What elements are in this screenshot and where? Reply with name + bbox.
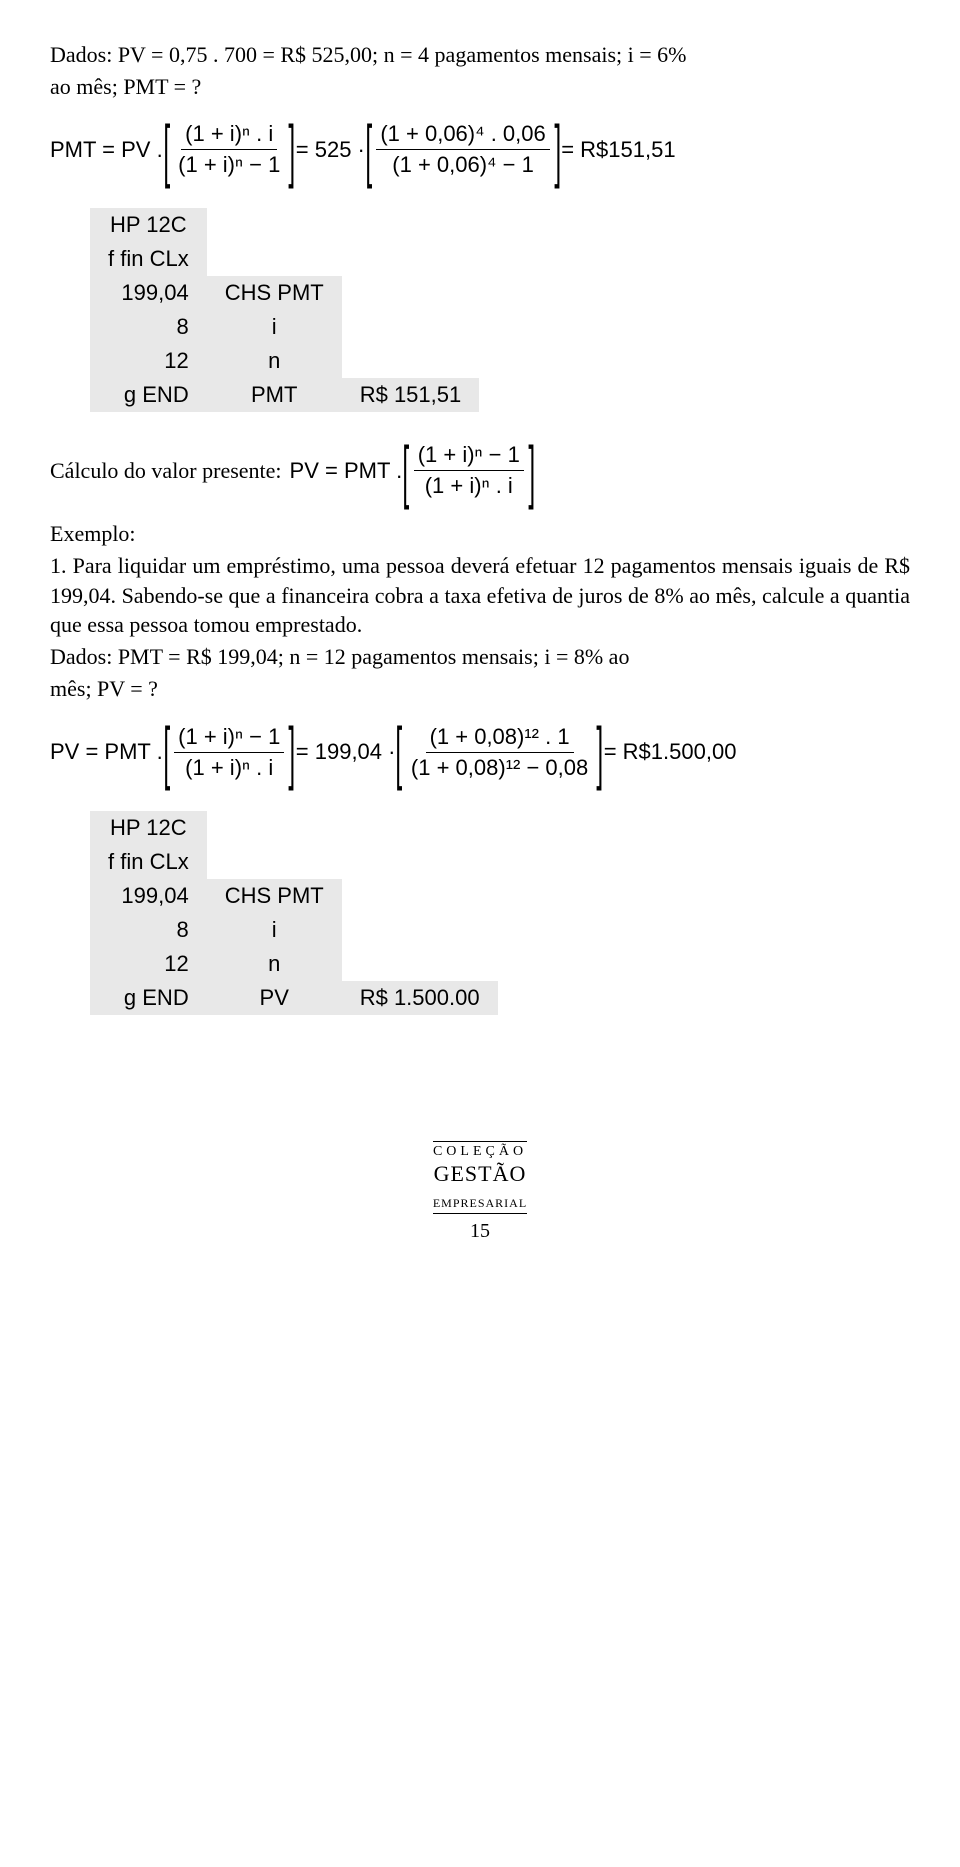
formula2-num2: (1 + 0,08)¹² . 1 xyxy=(426,724,574,753)
table-row: PMT xyxy=(207,378,342,412)
formula1-num1: (1 + i)ⁿ . i xyxy=(181,121,277,150)
table-row: 12 xyxy=(90,344,207,378)
footer-empresarial: EMPRESARIAL xyxy=(433,1196,527,1214)
table-row: i xyxy=(207,310,342,344)
exemplo-text: Para liquidar um empréstimo, uma pessoa … xyxy=(50,553,910,637)
table-row: 8 xyxy=(90,913,207,947)
exemplo-dados-2: mês; PV = ? xyxy=(50,674,910,704)
table-row: 12 xyxy=(90,947,207,981)
calc-pv-label: Cálculo do valor presente: xyxy=(50,458,282,484)
formula2-den2: (1 + 0,08)¹² − 0,08 xyxy=(407,753,592,781)
table-row: PV xyxy=(207,981,342,1015)
calcpv-frac: (1 + i)ⁿ − 1 (1 + i)ⁿ . i xyxy=(414,442,524,499)
footer-colecao: COLEÇÃO xyxy=(433,1141,527,1160)
page-footer: COLEÇÃO GESTÃO EMPRESARIAL 15 xyxy=(50,1135,910,1243)
formula2-frac1: (1 + i)ⁿ − 1 (1 + i)ⁿ . i xyxy=(174,724,284,781)
calcpv-lhs: PV = PMT . xyxy=(290,458,403,484)
bracket-close-icon: ] xyxy=(289,122,296,178)
bracket-close-icon: ] xyxy=(528,443,535,499)
formula2-num1: (1 + i)ⁿ − 1 xyxy=(174,724,284,753)
exemplo-item: 1. Para liquidar um empréstimo, uma pess… xyxy=(50,551,910,640)
bracket-open-icon: [ xyxy=(365,122,372,178)
table-row: f fin CLx xyxy=(90,242,207,276)
bracket-close-icon: ] xyxy=(289,724,296,780)
table-row: i xyxy=(207,913,342,947)
table-row: 199,04 xyxy=(90,879,207,913)
bracket-close-icon: ] xyxy=(554,122,561,178)
hp1-title: HP 12C xyxy=(90,208,207,242)
formula1-eq1: = 525 · xyxy=(296,137,365,163)
bracket-open-icon: [ xyxy=(396,724,403,780)
table-row: n xyxy=(207,344,342,378)
formula2-lhs: PV = PMT . xyxy=(50,739,163,765)
formula1-frac1: (1 + i)ⁿ . i (1 + i)ⁿ − 1 xyxy=(174,121,284,178)
calcpv-den: (1 + i)ⁿ . i xyxy=(421,471,517,499)
hp12c-table-1: HP 12C f fin CLx 199,04CHS PMT 8i 12n g … xyxy=(90,208,479,412)
formula2-eq1: = 199,04 · xyxy=(296,739,396,765)
exemplo-dados-1: Dados: PMT = R$ 199,04; n = 12 pagamento… xyxy=(50,642,910,672)
table-row: f fin CLx xyxy=(90,845,207,879)
table-row: 8 xyxy=(90,310,207,344)
formula1-den1: (1 + i)ⁿ − 1 xyxy=(174,150,284,178)
formula2-frac2: (1 + 0,08)¹² . 1 (1 + 0,08)¹² − 0,08 xyxy=(407,724,592,781)
exemplo-title: Exemplo: xyxy=(50,519,910,549)
hp12c-table-2: HP 12C f fin CLx 199,04CHS PMT 8i 12n g … xyxy=(90,811,498,1015)
bracket-open-icon: [ xyxy=(163,122,170,178)
table-row: R$ 151,51 xyxy=(342,378,480,412)
formula1-frac2: (1 + 0,06)⁴ . 0,06 (1 + 0,06)⁴ − 1 xyxy=(376,121,549,178)
hp2-title: HP 12C xyxy=(90,811,207,845)
dados-line-2: ao mês; PMT = ? xyxy=(50,72,910,102)
bracket-close-icon: ] xyxy=(597,724,604,780)
table-row: n xyxy=(207,947,342,981)
table-row: 199,04 xyxy=(90,276,207,310)
exemplo-num: 1. xyxy=(50,553,67,578)
formula2-den1: (1 + i)ⁿ . i xyxy=(181,753,277,781)
page-number: 15 xyxy=(50,1220,910,1243)
footer-gestao: GESTÃO xyxy=(50,1161,910,1187)
formula1-rhs: = R$151,51 xyxy=(561,137,675,163)
formula1-lhs: PMT = PV . xyxy=(50,137,163,163)
table-row: CHS PMT xyxy=(207,276,342,310)
calcpv-num: (1 + i)ⁿ − 1 xyxy=(414,442,524,471)
calc-pv-line: Cálculo do valor presente: PV = PMT . [ … xyxy=(50,442,910,499)
formula2-rhs: = R$1.500,00 xyxy=(604,739,737,765)
table-row: CHS PMT xyxy=(207,879,342,913)
bracket-open-icon: [ xyxy=(163,724,170,780)
bracket-open-icon: [ xyxy=(403,443,410,499)
table-row: R$ 1.500.00 xyxy=(342,981,498,1015)
table-row: g END xyxy=(90,981,207,1015)
table-row: g END xyxy=(90,378,207,412)
dados-line-1: Dados: PV = 0,75 . 700 = R$ 525,00; n = … xyxy=(50,40,910,70)
formula-pv: PV = PMT . [ (1 + i)ⁿ − 1 (1 + i)ⁿ . i ]… xyxy=(50,724,910,781)
formula1-den2: (1 + 0,06)⁴ − 1 xyxy=(388,150,538,178)
formula1-num2: (1 + 0,06)⁴ . 0,06 xyxy=(376,121,549,150)
formula-pmt: PMT = PV . [ (1 + i)ⁿ . i (1 + i)ⁿ − 1 ]… xyxy=(50,121,910,178)
